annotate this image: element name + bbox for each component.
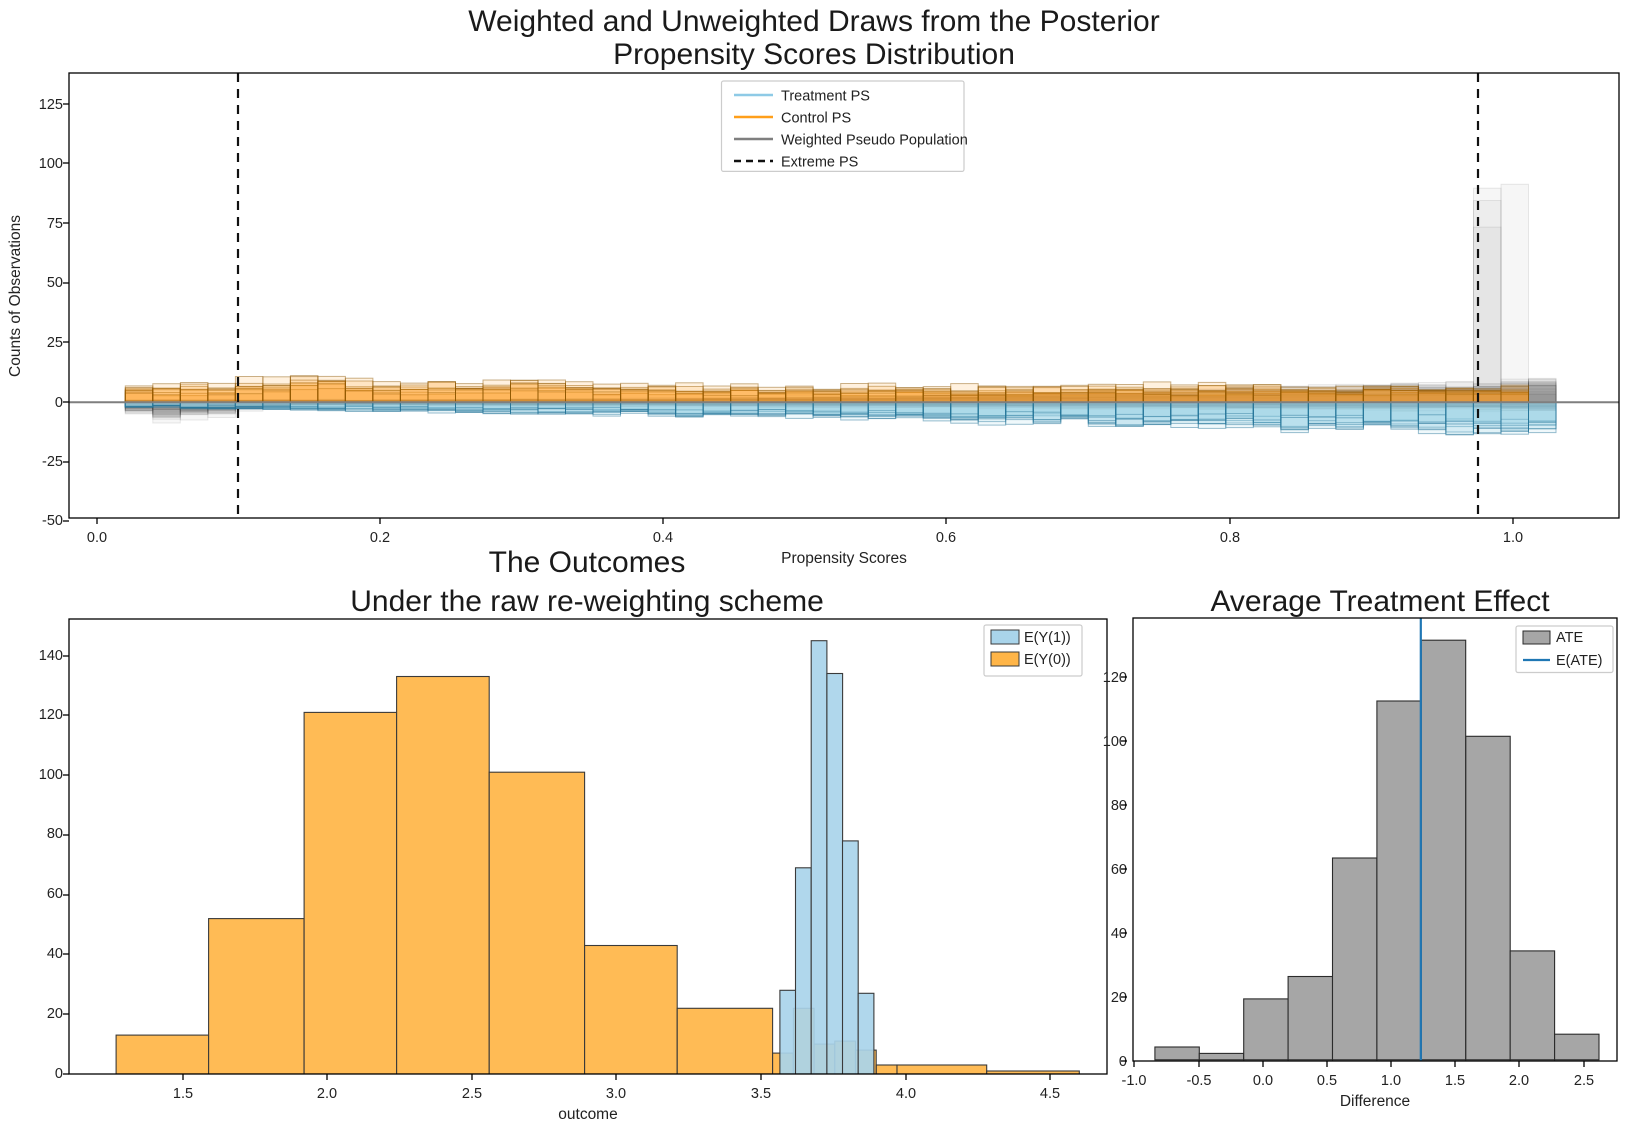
- svg-text:0.0: 0.0: [87, 530, 107, 546]
- svg-text:0.2: 0.2: [370, 530, 390, 546]
- svg-text:0: 0: [1119, 1054, 1127, 1070]
- svg-text:40: 40: [1111, 926, 1127, 942]
- svg-text:125: 125: [39, 97, 63, 113]
- svg-text:75: 75: [47, 216, 63, 232]
- svg-text:ATE: ATE: [1556, 630, 1583, 646]
- svg-text:The Outcomes: The Outcomes: [489, 546, 686, 579]
- svg-text:0.5: 0.5: [1317, 1073, 1337, 1089]
- svg-text:20: 20: [47, 1006, 63, 1022]
- svg-text:2.0: 2.0: [317, 1086, 337, 1102]
- svg-text:Difference: Difference: [1340, 1093, 1410, 1110]
- svg-text:E(Y(0)): E(Y(0)): [1024, 652, 1071, 668]
- svg-text:0: 0: [55, 395, 63, 411]
- svg-text:60: 60: [1111, 862, 1127, 878]
- svg-text:Weighted Pseudo Population: Weighted Pseudo Population: [781, 133, 968, 149]
- svg-text:0.6: 0.6: [936, 530, 956, 546]
- svg-text:120: 120: [39, 707, 63, 723]
- svg-text:40: 40: [47, 946, 63, 962]
- svg-text:-0.5: -0.5: [1187, 1073, 1212, 1089]
- svg-text:Under the raw re-weighting sch: Under the raw re-weighting scheme: [350, 585, 824, 618]
- svg-text:1.0: 1.0: [1381, 1073, 1401, 1089]
- svg-text:Weighted and Unweighted Draws: Weighted and Unweighted Draws from the P…: [468, 5, 1159, 38]
- svg-text:2.5: 2.5: [462, 1086, 482, 1102]
- svg-text:25: 25: [47, 335, 63, 351]
- svg-text:20: 20: [1111, 990, 1127, 1006]
- svg-text:100: 100: [39, 156, 63, 172]
- svg-text:60: 60: [47, 886, 63, 902]
- svg-text:2.5: 2.5: [1574, 1073, 1594, 1089]
- svg-text:140: 140: [39, 648, 63, 664]
- svg-text:Propensity Scores: Propensity Scores: [781, 550, 907, 567]
- svg-text:120: 120: [1103, 670, 1127, 686]
- svg-text:-1.0: -1.0: [1122, 1073, 1147, 1089]
- svg-text:Extreme PS: Extreme PS: [781, 155, 858, 171]
- svg-text:0.4: 0.4: [653, 530, 673, 546]
- svg-text:1.0: 1.0: [1503, 530, 1523, 546]
- svg-text:E(ATE): E(ATE): [1556, 653, 1602, 669]
- svg-text:E(Y(1)): E(Y(1)): [1024, 630, 1071, 646]
- svg-text:0.0: 0.0: [1253, 1073, 1273, 1089]
- svg-text:4.0: 4.0: [896, 1086, 916, 1102]
- svg-text:80: 80: [47, 826, 63, 842]
- svg-text:Treatment PS: Treatment PS: [781, 89, 870, 105]
- svg-text:Control PS: Control PS: [781, 111, 851, 127]
- svg-text:2.0: 2.0: [1509, 1073, 1529, 1089]
- svg-text:100: 100: [39, 767, 63, 783]
- svg-text:1.5: 1.5: [1445, 1073, 1465, 1089]
- svg-text:100: 100: [1103, 734, 1127, 750]
- svg-text:1.5: 1.5: [173, 1086, 193, 1102]
- svg-text:0.8: 0.8: [1220, 530, 1240, 546]
- svg-text:-25: -25: [42, 454, 63, 470]
- svg-text:-50: -50: [42, 513, 63, 529]
- svg-text:3.5: 3.5: [751, 1086, 771, 1102]
- svg-text:4.5: 4.5: [1040, 1086, 1060, 1102]
- svg-text:50: 50: [47, 275, 63, 291]
- svg-text:80: 80: [1111, 798, 1127, 814]
- svg-text:3.0: 3.0: [606, 1086, 626, 1102]
- svg-text:0: 0: [55, 1066, 63, 1082]
- svg-text:Propensity Scores Distribution: Propensity Scores Distribution: [613, 38, 1015, 71]
- svg-text:Counts of Observations: Counts of Observations: [7, 215, 24, 377]
- svg-text:Average Treatment Effect: Average Treatment Effect: [1210, 585, 1550, 618]
- svg-text:outcome: outcome: [558, 1106, 617, 1123]
